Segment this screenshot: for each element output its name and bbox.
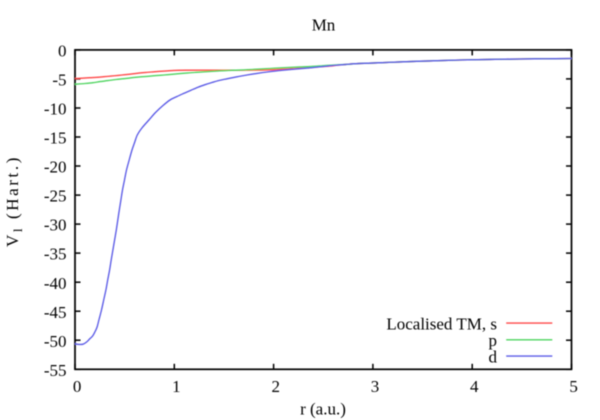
- svg-text:-20: -20: [44, 158, 67, 177]
- svg-text:-10: -10: [44, 100, 67, 119]
- svg-text:-15: -15: [44, 129, 67, 148]
- svg-text:-35: -35: [44, 245, 67, 264]
- svg-text:5: 5: [569, 377, 578, 396]
- svg-text:-40: -40: [44, 274, 67, 293]
- svg-text:Mn: Mn: [312, 15, 336, 34]
- svg-text:-50: -50: [44, 332, 67, 351]
- svg-text:-30: -30: [44, 216, 67, 235]
- svg-text:0: 0: [73, 377, 82, 396]
- svg-text:-25: -25: [44, 187, 67, 206]
- svg-text:-45: -45: [44, 303, 67, 322]
- svg-text:4: 4: [470, 377, 479, 396]
- svg-text:3: 3: [371, 377, 380, 396]
- svg-text:0: 0: [58, 42, 67, 61]
- svg-text:d: d: [489, 347, 498, 366]
- svg-text:2: 2: [271, 377, 280, 396]
- svg-text:1: 1: [172, 377, 181, 396]
- svg-text:-5: -5: [52, 71, 66, 90]
- svg-text:Vl (Hart.): Vl (Hart.): [3, 155, 25, 247]
- svg-text:r (a.u.): r (a.u.): [300, 400, 346, 419]
- svg-text:p: p: [489, 331, 498, 350]
- svg-text:Localised TM, s: Localised TM, s: [386, 314, 497, 333]
- svg-text:-55: -55: [44, 361, 67, 380]
